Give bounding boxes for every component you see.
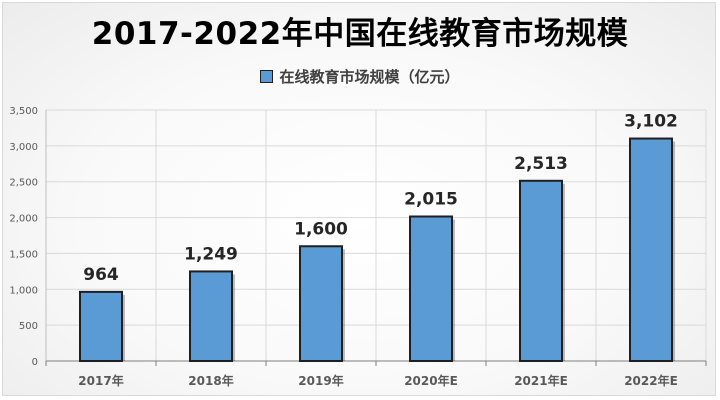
- x-tick-label: 2017年: [78, 373, 123, 388]
- data-label: 1,249: [184, 244, 238, 264]
- legend-label: 在线教育市场规模（亿元）: [279, 68, 460, 86]
- bar: [79, 290, 123, 362]
- y-tick-label: 2,500: [9, 178, 38, 189]
- bar: [189, 270, 233, 363]
- y-tick-label: 500: [19, 321, 38, 332]
- legend-swatch: [260, 70, 274, 83]
- data-label: 2,015: [404, 189, 458, 209]
- bar: [409, 215, 453, 362]
- y-tick-label: 3,000: [9, 142, 38, 153]
- bar: [629, 137, 673, 362]
- y-tick-label: 1,500: [9, 249, 38, 260]
- y-tick-label: 2,000: [9, 214, 38, 225]
- y-tick-label: 1,000: [9, 285, 38, 296]
- data-label: 1,600: [294, 219, 348, 239]
- x-tick-label: 2019年: [298, 373, 343, 388]
- y-tick-label: 3,500: [9, 106, 38, 117]
- x-tick-label: 2018年: [188, 373, 233, 388]
- data-label: 3,102: [624, 112, 678, 132]
- bar: [299, 245, 343, 362]
- y-tick-label: 0: [32, 357, 38, 368]
- x-tick-label: 2020年E: [404, 373, 458, 388]
- data-label: 2,513: [514, 154, 568, 174]
- chart-title: 2017-2022年中国在线教育市场规模: [91, 16, 629, 52]
- bar: [519, 179, 563, 362]
- x-tick-label: 2021年E: [514, 373, 568, 388]
- data-label: 964: [83, 265, 119, 285]
- legend: 在线教育市场规模（亿元）: [0, 66, 720, 87]
- x-tick-label: 2022年E: [624, 373, 678, 388]
